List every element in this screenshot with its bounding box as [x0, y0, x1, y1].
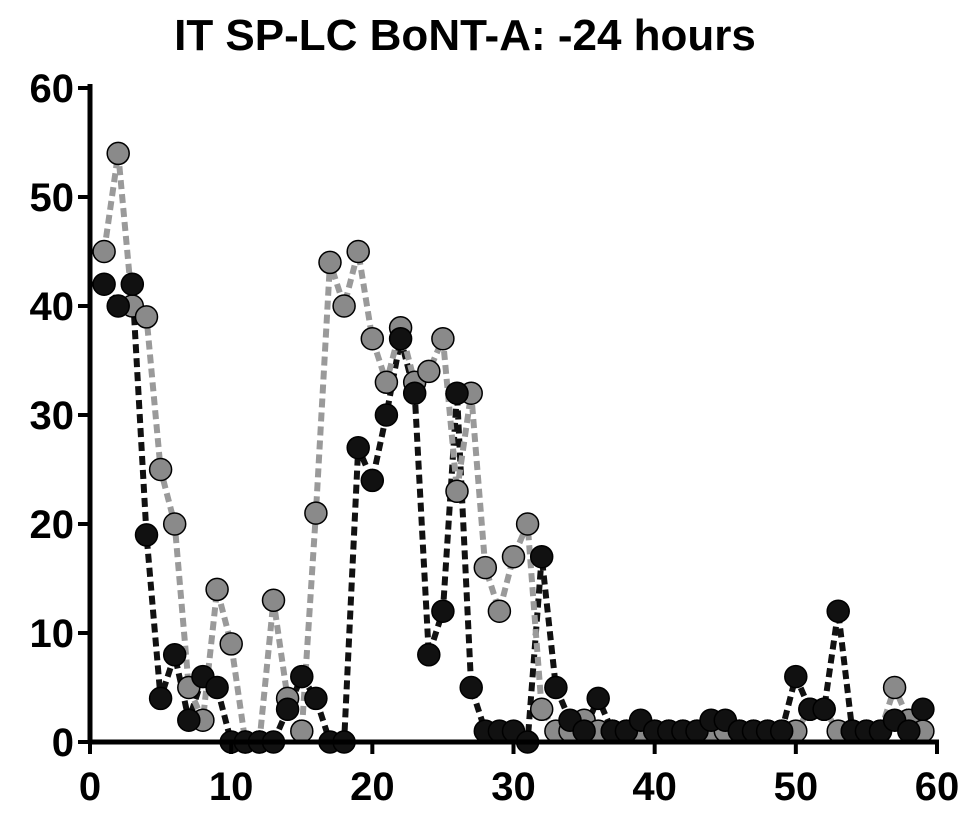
y-tick-label: 60	[30, 67, 75, 111]
series-1-point	[304, 686, 328, 711]
series-2-point	[318, 250, 342, 275]
series-1-point	[360, 468, 385, 493]
series-1-point	[148, 686, 173, 711]
series-1-point	[459, 675, 483, 700]
series-2-point	[374, 370, 399, 395]
series-1-point	[388, 326, 413, 351]
x-tick-label: 30	[491, 765, 536, 809]
y-tick-label: 50	[30, 176, 75, 220]
series-2-point	[134, 305, 159, 329]
series-1-point	[106, 294, 130, 318]
series-1-point	[120, 272, 145, 296]
y-tick-label: 30	[30, 394, 75, 438]
series-2-point	[360, 326, 385, 351]
series-2-point	[205, 577, 229, 602]
y-tick-label: 10	[30, 612, 75, 656]
series-1-point	[92, 272, 116, 296]
series-2-point	[219, 632, 243, 656]
x-tick-label: 40	[632, 765, 677, 809]
series-1-point	[205, 675, 229, 700]
series-2-point	[487, 599, 512, 623]
x-tick-label: 0	[79, 765, 101, 809]
series-2-point	[106, 141, 130, 166]
series-1-point	[586, 686, 610, 711]
series-2-point	[261, 588, 286, 613]
series-1-point	[346, 435, 370, 460]
series-1-point	[275, 697, 300, 722]
series-2-point	[332, 294, 356, 318]
chart-title: IT SP-LC BoNT-A: -24 hours	[174, 11, 756, 60]
x-tick-label: 50	[774, 765, 819, 809]
series-2-point	[290, 719, 314, 743]
series-1-point	[897, 719, 921, 743]
series-1-point	[134, 523, 159, 547]
series-2-point	[529, 697, 554, 722]
series-1-point	[812, 697, 836, 722]
x-tick-label: 10	[209, 765, 254, 809]
series-1-point	[826, 599, 850, 623]
axes: 0 10 20 30 40 50 60 0 10 20 30 40 50 60	[30, 67, 960, 809]
series-2-point	[417, 359, 441, 384]
series-2-point	[148, 457, 173, 482]
series-1-point	[572, 719, 596, 743]
series-1-point	[402, 381, 427, 405]
x-tick-label: 20	[350, 765, 395, 809]
x-tick-label: 60	[915, 765, 960, 809]
series-2-point	[162, 512, 187, 536]
series-1-point	[529, 544, 554, 569]
y-tick-label: 40	[30, 285, 75, 329]
series-2-point	[92, 239, 116, 264]
series-1-point	[162, 643, 187, 667]
series-1-point	[290, 664, 314, 689]
series-1-point	[417, 643, 441, 667]
series-1-point	[177, 708, 201, 732]
series-2-point	[515, 512, 540, 536]
series-2-point	[473, 555, 498, 580]
series-1-point	[769, 719, 794, 743]
y-tick-label: 20	[30, 503, 75, 547]
series-2-point	[431, 326, 455, 351]
y-tick-label: 0	[52, 721, 74, 765]
series-1-point	[374, 403, 399, 427]
series-2-point	[445, 479, 469, 504]
series-1-point	[445, 381, 469, 405]
series-2-point	[304, 501, 328, 525]
series-2-point	[501, 544, 526, 569]
series-1-point	[911, 697, 935, 722]
series-2-point	[346, 239, 370, 264]
series-1-point	[431, 599, 455, 623]
series-2-point	[882, 675, 907, 700]
series-1-point	[784, 664, 808, 689]
series-1-point	[544, 675, 568, 700]
data-points	[92, 141, 935, 754]
